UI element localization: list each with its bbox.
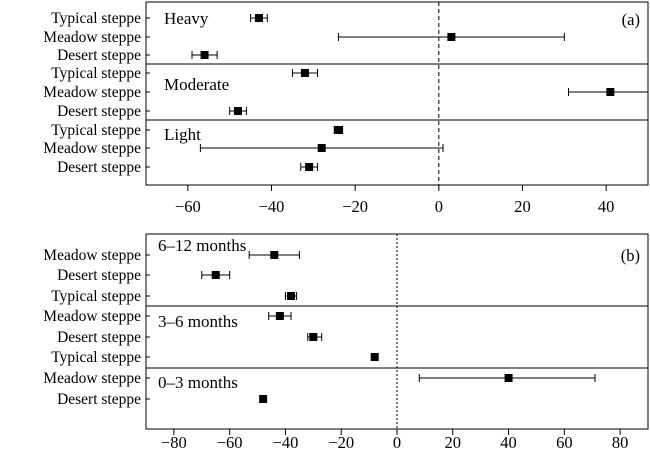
category-label: Desert steppe: [57, 159, 141, 176]
panel-label: (b): [621, 246, 640, 265]
group-label: 6–12 months: [158, 236, 246, 255]
group-label: Heavy: [164, 9, 209, 28]
chart-panel-b: −80 −60 −40 −20 0 20 40 60 80 (b) 6–12 months Meado…: [43, 233, 649, 451]
x-tick-label: 20: [514, 197, 531, 216]
category-label: Typical steppe: [51, 122, 141, 139]
mean-marker: [287, 292, 296, 300]
mean-marker: [305, 163, 314, 171]
mean-marker: [317, 144, 326, 152]
category-label: Typical steppe: [51, 288, 141, 305]
x-tick-label: −80: [161, 433, 187, 451]
category-label: Meadow steppe: [43, 84, 141, 101]
category-label: Desert steppe: [57, 329, 141, 346]
mean-marker: [504, 374, 513, 382]
mean-marker: [447, 33, 456, 41]
x-tick-label: −20: [328, 433, 354, 451]
group-label: 0–3 months: [158, 373, 238, 392]
x-tick-label: 80: [612, 433, 629, 451]
category-label: Typical steppe: [51, 349, 141, 366]
x-tick-label: 0: [435, 197, 443, 216]
category-label: Desert steppe: [57, 47, 141, 64]
mean-marker: [300, 69, 309, 77]
x-tick-label: −40: [259, 197, 285, 216]
mean-marker: [234, 107, 243, 115]
category-label: Typical steppe: [51, 65, 141, 82]
group-label: 3–6 months: [158, 312, 238, 331]
category-label: Typical steppe: [51, 10, 141, 27]
mean-marker: [211, 271, 220, 279]
mean-marker: [200, 51, 209, 59]
group-label: Light: [164, 125, 201, 144]
x-tick-label: 0: [393, 433, 401, 451]
x-tick-label: 60: [556, 433, 573, 451]
x-tick-label: −20: [342, 197, 368, 216]
mean-marker: [606, 88, 615, 96]
group-label: Moderate: [164, 75, 229, 94]
mean-marker: [275, 312, 284, 320]
mean-marker: [334, 126, 343, 134]
mean-marker: [254, 14, 263, 22]
category-label: Desert steppe: [57, 103, 141, 120]
mean-marker: [259, 395, 268, 403]
mean-marker: [270, 251, 279, 259]
category-label: Meadow steppe: [43, 308, 141, 325]
x-tick-label: −40: [273, 433, 299, 451]
panel-label: (a): [622, 10, 640, 29]
category-label: Meadow steppe: [43, 29, 141, 46]
x-tick-label: 40: [598, 197, 615, 216]
mean-marker: [370, 353, 379, 361]
category-label: Meadow steppe: [43, 370, 141, 387]
category-label: Desert steppe: [57, 391, 141, 408]
category-label: Meadow steppe: [43, 247, 141, 264]
mean-marker: [309, 333, 318, 341]
x-tick-label: −60: [217, 433, 243, 451]
category-label: Meadow steppe: [43, 140, 141, 157]
x-tick-label: 40: [500, 433, 517, 451]
category-label: Desert steppe: [57, 267, 141, 284]
x-tick-label: 20: [445, 433, 462, 451]
x-tick-label: −60: [175, 197, 201, 216]
